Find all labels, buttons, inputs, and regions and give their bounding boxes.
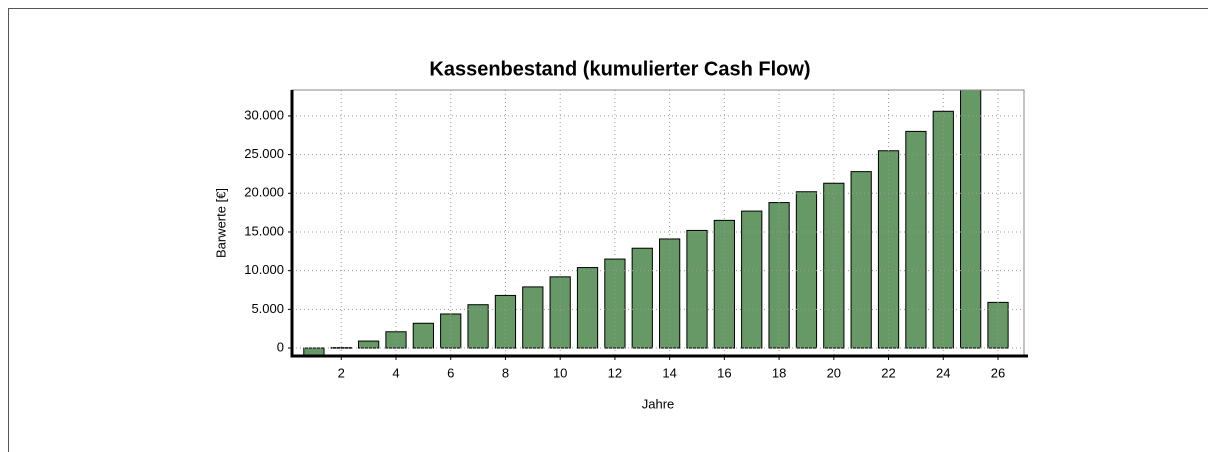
- x-tick-label: 10: [553, 365, 567, 380]
- bar: [823, 182, 845, 349]
- bar: [330, 347, 352, 349]
- y-tick-label: 10.000: [244, 262, 284, 277]
- bar: [357, 340, 380, 349]
- bar: [960, 90, 982, 349]
- x-tick-label: 24: [936, 365, 950, 380]
- chart-title: Kassenbestand (kumulierter Cash Flow): [429, 58, 810, 80]
- x-tick-label: 20: [827, 365, 841, 380]
- bar: [686, 229, 708, 349]
- bar: [412, 322, 434, 349]
- x-tick-label: 16: [717, 365, 731, 380]
- bar: [987, 301, 1009, 349]
- bar: [850, 171, 872, 349]
- bar: [741, 210, 763, 349]
- bar: [631, 247, 653, 349]
- x-tick-label: 22: [881, 365, 895, 380]
- y-tick-label: 15.000: [244, 223, 284, 238]
- y-tick-label: 25.000: [244, 146, 284, 161]
- x-tick-label: 8: [502, 365, 509, 380]
- plot-area: [303, 90, 1009, 356]
- bar: [659, 238, 681, 349]
- y-tick-label: 30.000: [244, 107, 284, 122]
- x-tick-label: 26: [991, 365, 1005, 380]
- bar: [385, 331, 407, 349]
- bar: [795, 191, 818, 349]
- bar: [467, 304, 489, 349]
- x-tick-label: 14: [662, 365, 676, 380]
- y-tick-label: 0: [277, 339, 284, 354]
- y-tick-label: 20.000: [244, 185, 284, 200]
- y-axis-label: Barwerte [€]: [213, 188, 228, 258]
- bar: [932, 110, 954, 349]
- x-tick-label: 2: [338, 365, 345, 380]
- x-tick-label: 18: [772, 365, 786, 380]
- bar: [576, 267, 599, 349]
- bar: [604, 258, 626, 349]
- x-tick-label: 4: [392, 365, 399, 380]
- bar: [549, 276, 571, 349]
- bar: [440, 313, 462, 349]
- x-axis-label: Jahre: [642, 396, 675, 411]
- bar: [494, 294, 517, 349]
- x-tick-label: 6: [447, 365, 454, 380]
- bar: [522, 286, 544, 349]
- x-tick-label: 12: [608, 365, 622, 380]
- y-tick-label: 5.000: [251, 301, 284, 316]
- bar: [713, 219, 735, 349]
- bar: [905, 130, 927, 349]
